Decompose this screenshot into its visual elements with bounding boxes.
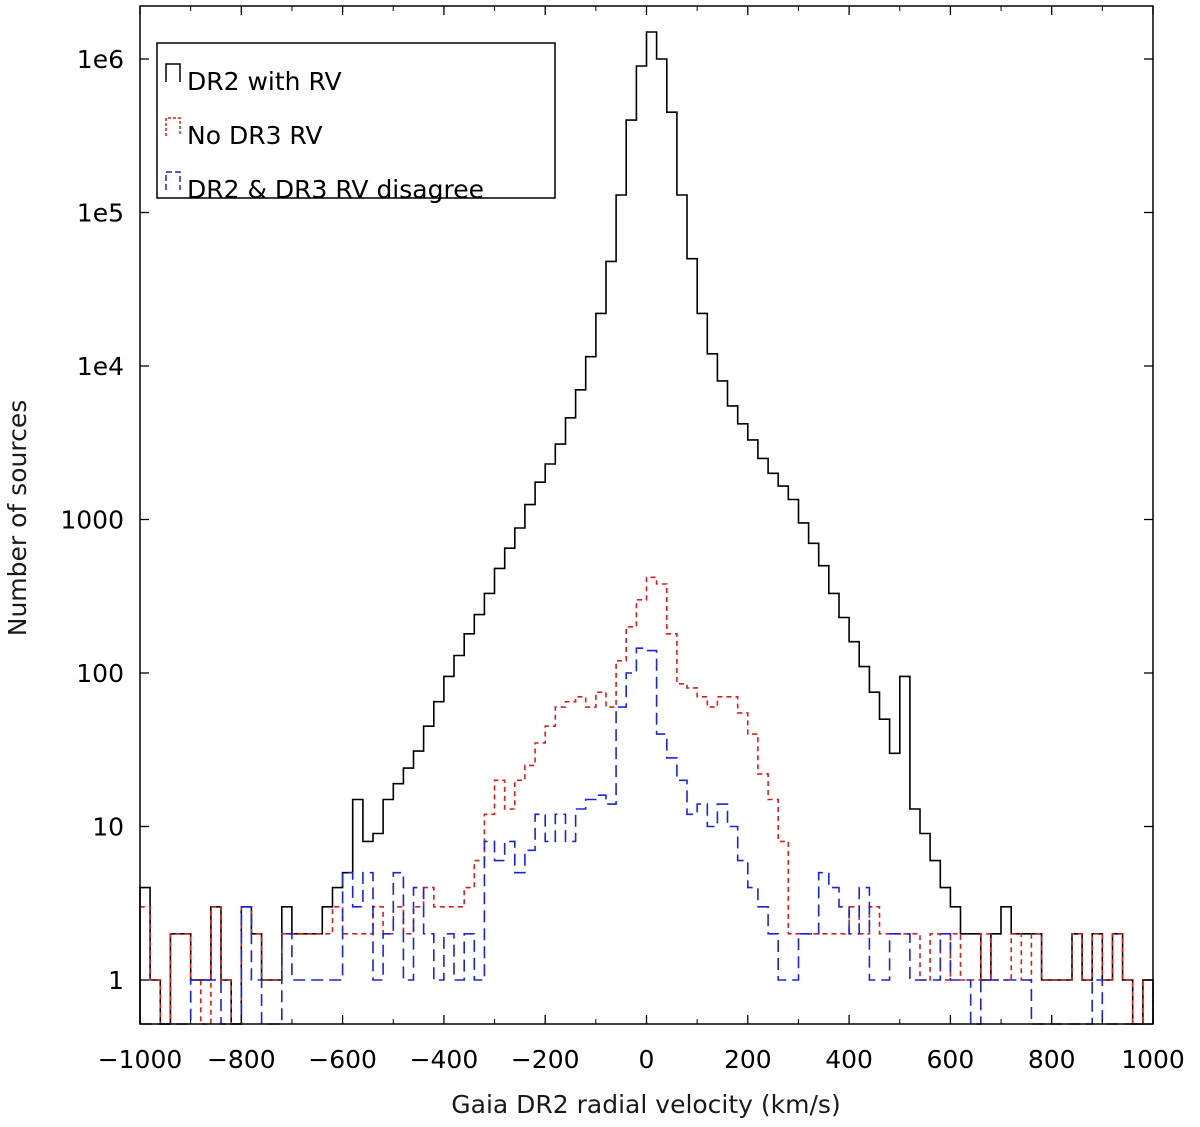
legend-box xyxy=(156,42,556,199)
series-layer xyxy=(139,31,1154,1025)
x-tick-label: −800 xyxy=(207,1045,276,1074)
y-axis-title: Number of sources xyxy=(3,400,32,636)
legend-label: No DR3 RV xyxy=(187,121,323,150)
series-2-steps xyxy=(140,647,1153,1025)
x-tick-label: −200 xyxy=(511,1045,580,1074)
legend: DR2 with RV No DR3 RV DR2 & DR3 RV disagre… xyxy=(156,42,556,204)
series-0-steps xyxy=(139,31,1154,1025)
x-tick-label: −600 xyxy=(308,1045,377,1074)
x-tick-label: 600 xyxy=(927,1045,975,1074)
x-tick-label: −400 xyxy=(410,1045,479,1074)
x-axis-title: Gaia DR2 radial velocity (km/s) xyxy=(451,1090,840,1119)
legend-symbol xyxy=(165,171,181,190)
y-tick-label: 10 xyxy=(92,813,124,842)
y-tick-label: 100 xyxy=(76,659,124,688)
y-tick-label: 1 xyxy=(108,966,124,995)
y-tick-label: 1e4 xyxy=(77,352,124,381)
x-tick-label: 400 xyxy=(825,1045,873,1074)
legend-symbol xyxy=(165,117,181,136)
x-tick-label: 200 xyxy=(724,1045,772,1074)
legend-label: DR2 with RV xyxy=(187,67,342,96)
series-1-steps xyxy=(139,576,1154,1025)
y-tick-label: 1e5 xyxy=(77,199,124,228)
x-tick-label: 0 xyxy=(639,1045,655,1074)
x-tick-label: 1000 xyxy=(1121,1045,1185,1074)
ticks-layer: −1000 −800 −600 −400 −200 0 200 400 600 800 1000 1 1… xyxy=(60,6,1185,1074)
y-tick-label: 1000 xyxy=(60,506,124,535)
x-tick-label: 800 xyxy=(1028,1045,1076,1074)
legend-symbol xyxy=(165,63,181,82)
x-tick-label: −1000 xyxy=(98,1045,183,1074)
legend-label: DR2 & DR3 RV disagree xyxy=(187,175,484,204)
y-tick-label: 1e6 xyxy=(77,45,124,74)
